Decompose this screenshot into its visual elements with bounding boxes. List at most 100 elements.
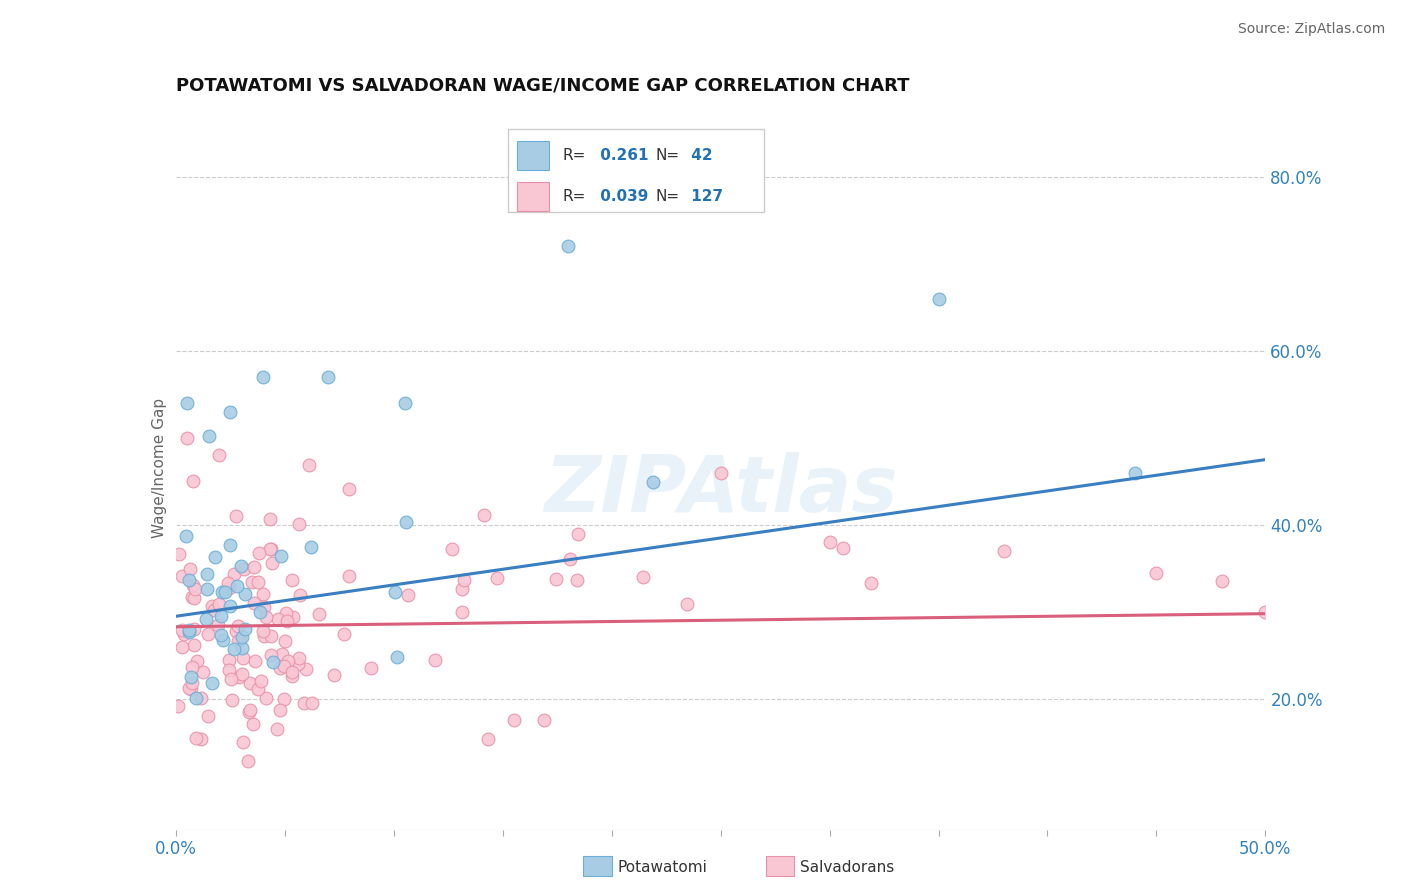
Point: [180, 670, 202, 684]
Point: [641, 475, 664, 489]
Text: 42: 42: [686, 148, 713, 163]
Point: [225, 509, 247, 524]
Point: [384, 585, 406, 599]
Point: [276, 615, 298, 629]
Text: Salvadorans: Salvadorans: [800, 860, 894, 874]
Point: [276, 606, 298, 620]
Point: [209, 628, 232, 642]
Point: [360, 661, 382, 675]
Point: [557, 239, 579, 253]
Point: [219, 537, 242, 551]
Point: [281, 610, 304, 624]
Point: [184, 691, 207, 706]
Point: [231, 666, 253, 681]
Point: [177, 573, 200, 587]
Text: Source: ZipAtlas.com: Source: ZipAtlas.com: [1237, 22, 1385, 37]
Point: [394, 396, 416, 410]
Point: [560, 552, 582, 566]
Point: [260, 557, 283, 571]
Point: [450, 605, 472, 619]
Point: [226, 619, 249, 633]
Point: [395, 515, 418, 529]
Point: [186, 731, 208, 745]
Point: [308, 607, 330, 621]
Bar: [517, 141, 550, 169]
Point: [181, 578, 204, 592]
Point: [477, 731, 499, 746]
Text: 0.261: 0.261: [595, 148, 648, 163]
Text: POTAWATOMI VS SALVADORAN WAGE/INCOME GAP CORRELATION CHART: POTAWATOMI VS SALVADORAN WAGE/INCOME GAP…: [176, 77, 910, 95]
Point: [225, 624, 247, 639]
Point: [181, 676, 204, 690]
Y-axis label: Wage/Income Gap: Wage/Income Gap: [152, 398, 167, 539]
Point: [710, 466, 733, 480]
Point: [292, 697, 315, 711]
Point: [176, 431, 198, 445]
Point: [260, 648, 283, 662]
Point: [190, 691, 212, 706]
Point: [262, 655, 284, 669]
Point: [211, 632, 233, 647]
Point: [451, 582, 474, 596]
Point: [218, 663, 240, 677]
Point: [173, 626, 195, 640]
Point: [252, 587, 274, 601]
Point: [177, 681, 200, 695]
Point: [387, 650, 409, 665]
Point: [218, 653, 240, 667]
Text: ZIPAtlas: ZIPAtlas: [544, 452, 897, 528]
Point: [195, 612, 218, 626]
Point: [288, 651, 311, 665]
Point: [236, 754, 259, 768]
Point: [240, 574, 263, 589]
Point: [318, 370, 340, 384]
Point: [301, 696, 323, 710]
Point: [204, 549, 226, 564]
Point: [239, 675, 262, 690]
Point: [232, 735, 254, 749]
Point: [183, 623, 205, 637]
Point: [197, 626, 219, 640]
Point: [281, 573, 304, 587]
Point: [273, 658, 295, 673]
Point: [242, 716, 264, 731]
Point: [472, 508, 495, 522]
Point: [231, 630, 253, 644]
Point: [271, 648, 294, 662]
Point: [242, 596, 264, 610]
Point: [295, 662, 318, 676]
Point: [239, 703, 262, 717]
Point: [177, 623, 200, 637]
Point: [252, 370, 274, 384]
Point: [287, 657, 309, 672]
Point: [243, 655, 266, 669]
Point: [190, 732, 212, 747]
Point: [631, 569, 654, 583]
Point: [193, 665, 215, 679]
Point: [183, 591, 205, 605]
Point: [186, 654, 208, 668]
Point: [269, 703, 291, 717]
Point: [503, 714, 526, 728]
Point: [287, 517, 309, 532]
Text: N=: N=: [655, 148, 679, 163]
Point: [218, 581, 240, 595]
Point: [337, 569, 360, 583]
Point: [218, 575, 240, 590]
Point: [1254, 605, 1277, 619]
Point: [177, 624, 200, 639]
Point: [818, 535, 841, 549]
FancyBboxPatch shape: [508, 128, 765, 211]
Point: [226, 634, 249, 648]
Point: [224, 642, 246, 657]
Point: [232, 650, 254, 665]
Point: [201, 676, 224, 690]
Point: [231, 558, 253, 573]
Point: [180, 591, 202, 605]
Point: [299, 540, 322, 554]
Point: [176, 529, 198, 543]
Point: [221, 672, 243, 686]
Point: [219, 405, 242, 419]
Point: [567, 573, 589, 587]
Point: [253, 629, 276, 643]
